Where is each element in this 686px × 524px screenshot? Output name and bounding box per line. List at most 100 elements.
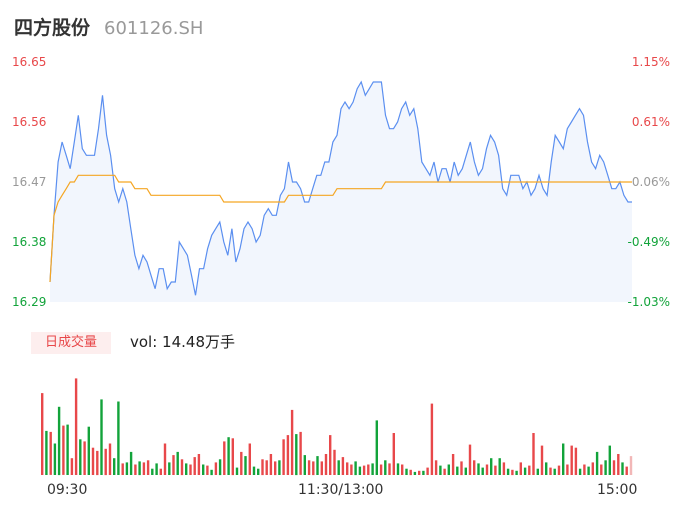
y-tick-left: 16.56 bbox=[12, 115, 47, 129]
volume-bar bbox=[261, 459, 264, 476]
volume-bar bbox=[66, 424, 69, 475]
volume-bar bbox=[595, 451, 599, 475]
volume-bar bbox=[223, 441, 226, 475]
volume-bar bbox=[570, 445, 573, 475]
volume-bar bbox=[379, 464, 383, 475]
volume-bar bbox=[329, 435, 332, 475]
volume-bar bbox=[134, 464, 137, 475]
volume-bar bbox=[299, 431, 302, 475]
volume-bar bbox=[566, 464, 569, 475]
volume-bar bbox=[562, 443, 565, 475]
y-tick-right: 0.06% bbox=[631, 175, 670, 189]
volume-bar bbox=[612, 460, 616, 475]
volume-bar bbox=[591, 462, 594, 475]
volume-bar bbox=[70, 458, 74, 475]
volume-bar bbox=[494, 465, 497, 475]
price-area bbox=[50, 82, 632, 302]
volume-bar bbox=[185, 463, 188, 475]
volume-bar bbox=[350, 464, 353, 475]
volume-bar bbox=[485, 464, 489, 475]
volume-bar bbox=[74, 378, 78, 475]
y-tick-left: 16.47 bbox=[12, 175, 47, 189]
volume-bar bbox=[129, 451, 133, 475]
y-tick-left: 16.38 bbox=[12, 235, 47, 249]
volume-bar bbox=[316, 456, 319, 475]
volume-bar bbox=[269, 454, 273, 475]
volume-bar bbox=[587, 466, 590, 475]
volume-bar bbox=[231, 438, 234, 476]
volume-bar bbox=[252, 466, 256, 475]
volume-bar bbox=[176, 451, 179, 475]
volume-bar bbox=[193, 457, 196, 475]
volume-bar bbox=[333, 449, 336, 475]
y-tick-left: 16.29 bbox=[12, 295, 47, 309]
volume-bar bbox=[388, 463, 391, 475]
volume-bar bbox=[574, 447, 578, 475]
volume-bar bbox=[401, 464, 404, 475]
stock-name: 四方股份 bbox=[14, 17, 91, 39]
volume-bar bbox=[422, 470, 425, 475]
volume-bar bbox=[312, 461, 315, 476]
volume-bar bbox=[159, 468, 162, 475]
volume-bar bbox=[324, 454, 328, 475]
volume-bar bbox=[117, 401, 120, 475]
volume-bar bbox=[608, 445, 611, 475]
volume-bar bbox=[362, 465, 366, 475]
volume-tag[interactable]: 日成交量 bbox=[31, 332, 111, 354]
volume-bar bbox=[180, 459, 184, 476]
volume-bar bbox=[549, 467, 552, 475]
volume-bar bbox=[464, 467, 467, 475]
volume-bar bbox=[320, 461, 323, 476]
x-tick-close: 15:00 bbox=[597, 482, 638, 498]
volume-bar bbox=[197, 454, 201, 475]
volume-bar bbox=[172, 455, 175, 475]
volume-bar bbox=[604, 460, 607, 475]
volume-bar bbox=[532, 433, 535, 475]
volume-bar bbox=[104, 448, 107, 476]
y-tick-right: 1.15% bbox=[631, 55, 670, 69]
volume-bar bbox=[515, 470, 518, 475]
volume-bar bbox=[511, 469, 514, 476]
volume-bar bbox=[621, 462, 624, 475]
volume-bar bbox=[545, 462, 548, 475]
volume-bar bbox=[346, 462, 349, 475]
volume-bar bbox=[528, 465, 531, 475]
volume-bar bbox=[409, 469, 412, 476]
volume-bar bbox=[498, 458, 501, 475]
volume-bar bbox=[274, 461, 277, 476]
volume-bar bbox=[456, 466, 459, 475]
volume-bar bbox=[519, 462, 522, 475]
volume-bar bbox=[358, 466, 362, 475]
volume-bar bbox=[79, 439, 82, 475]
volume-bar bbox=[447, 464, 450, 475]
volume-bar bbox=[405, 468, 408, 475]
y-tick-right: -1.03% bbox=[627, 295, 670, 309]
volume-bar bbox=[418, 470, 421, 475]
volume-bar bbox=[41, 393, 44, 475]
volume-bar bbox=[337, 460, 340, 475]
volume-bar bbox=[125, 462, 129, 475]
volume-bar bbox=[553, 468, 556, 475]
volume-bar bbox=[578, 468, 582, 475]
volume-bar bbox=[600, 464, 603, 475]
volume-bar bbox=[617, 454, 620, 475]
volume-bar bbox=[375, 420, 378, 475]
volume-bar bbox=[282, 439, 285, 475]
volume-bar bbox=[430, 403, 434, 475]
price-chart bbox=[49, 80, 632, 302]
volume-bar bbox=[384, 460, 387, 475]
volume-bar bbox=[278, 460, 281, 475]
x-tick-open: 09:30 bbox=[47, 482, 88, 498]
y-tick-left: 16.65 bbox=[12, 55, 47, 69]
volume-bar bbox=[354, 461, 357, 476]
volume-bar bbox=[540, 445, 544, 475]
volume-bar bbox=[53, 443, 57, 475]
volume-bar bbox=[265, 460, 268, 475]
volume-bar bbox=[235, 467, 239, 475]
volume-bar bbox=[434, 460, 438, 475]
y-tick-right: 0.61% bbox=[631, 115, 670, 129]
volume-bar bbox=[91, 447, 95, 475]
volume-bar bbox=[557, 465, 561, 475]
volume-bar bbox=[583, 464, 586, 475]
volume-bar bbox=[307, 460, 311, 475]
